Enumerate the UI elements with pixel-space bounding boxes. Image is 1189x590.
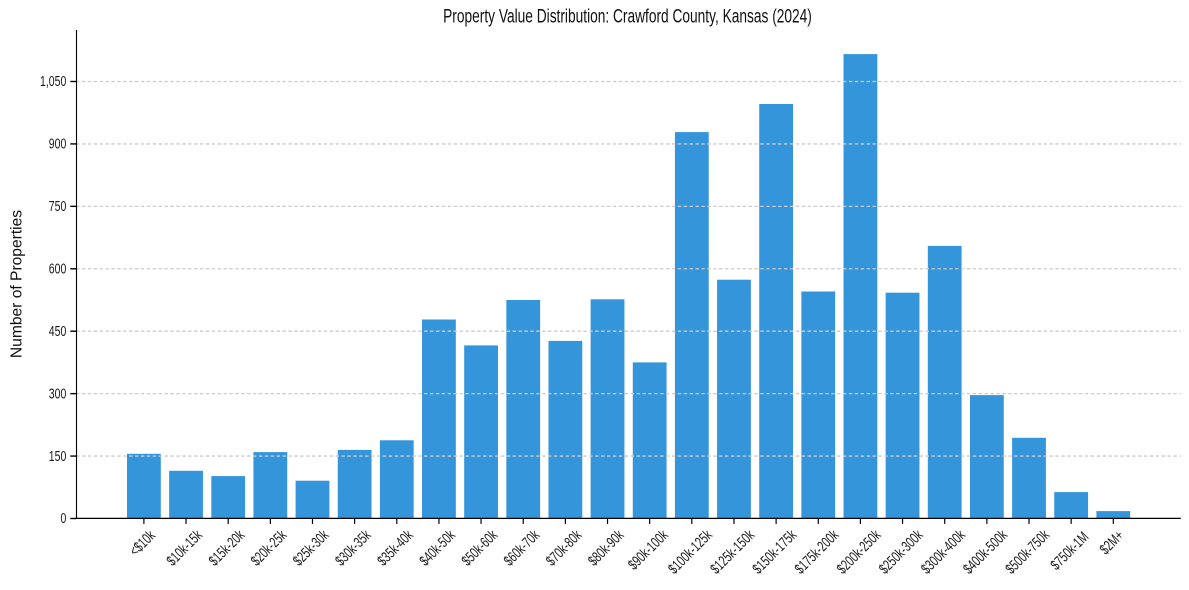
svg-text:$35k-40k: $35k-40k: [374, 526, 417, 569]
svg-text:$10k-15k: $10k-15k: [163, 526, 206, 569]
svg-text:$175k-200k: $175k-200k: [791, 526, 842, 577]
svg-text:150: 150: [49, 447, 67, 464]
svg-text:$100k-125k: $100k-125k: [664, 526, 715, 577]
svg-text:600: 600: [49, 260, 67, 277]
svg-text:300: 300: [49, 384, 67, 401]
svg-text:750: 750: [49, 197, 67, 214]
svg-text:450: 450: [49, 322, 67, 339]
svg-text:900: 900: [49, 135, 67, 152]
svg-text:1,050: 1,050: [40, 72, 66, 89]
svg-text:$40k-50k: $40k-50k: [416, 526, 459, 569]
svg-text:$30k-35k: $30k-35k: [331, 526, 374, 569]
svg-text:Number of Properties: Number of Properties: [9, 210, 26, 358]
svg-text:$90k-100k: $90k-100k: [624, 526, 671, 573]
svg-text:<$10k: <$10k: [126, 526, 159, 559]
svg-text:$300k-400k: $300k-400k: [917, 526, 968, 577]
svg-text:$25k-30k: $25k-30k: [289, 526, 332, 569]
svg-text:$80k-90k: $80k-90k: [584, 526, 627, 569]
svg-text:$250k-300k: $250k-300k: [875, 526, 926, 577]
svg-text:$750k-1M: $750k-1M: [1047, 528, 1092, 573]
svg-text:$150k-175k: $150k-175k: [749, 526, 800, 577]
svg-text:0: 0: [60, 509, 66, 526]
svg-text:$15k-20k: $15k-20k: [205, 526, 248, 569]
svg-text:$500k-750k: $500k-750k: [1002, 526, 1053, 577]
svg-text:$400k-500k: $400k-500k: [959, 526, 1010, 577]
svg-text:$2M+: $2M+: [1096, 527, 1127, 558]
svg-text:$20k-25k: $20k-25k: [247, 526, 290, 569]
svg-text:$200k-250k: $200k-250k: [833, 526, 884, 577]
svg-text:$70k-80k: $70k-80k: [542, 526, 585, 569]
svg-text:$60k-70k: $60k-70k: [500, 526, 543, 569]
svg-text:$125k-150k: $125k-150k: [707, 526, 758, 577]
svg-text:$50k-60k: $50k-60k: [458, 526, 501, 569]
svg-text:Property Value Distribution: C: Property Value Distribution: Crawford Co…: [443, 5, 812, 27]
